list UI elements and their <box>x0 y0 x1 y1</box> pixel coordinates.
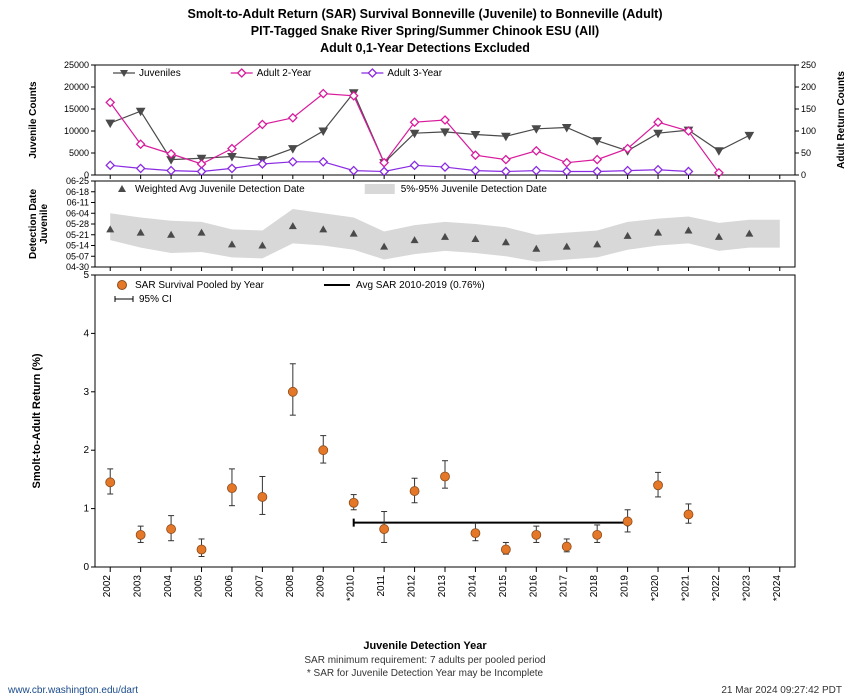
svg-text:2016: 2016 <box>528 574 539 597</box>
svg-text:05-21: 05-21 <box>66 229 89 239</box>
svg-text:25000: 25000 <box>64 60 89 70</box>
title-line-3: Adult 0,1-Year Detections Excluded <box>0 40 850 57</box>
svg-text:2009: 2009 <box>315 574 326 597</box>
svg-text:2008: 2008 <box>285 574 296 597</box>
footnote-1: SAR minimum requirement: 7 adults per po… <box>0 654 850 667</box>
svg-text:*2024: *2024 <box>772 574 783 601</box>
svg-text:2011: 2011 <box>376 574 387 596</box>
svg-text:95% CI: 95% CI <box>139 294 172 305</box>
svg-text:2004: 2004 <box>163 574 174 597</box>
svg-text:Juveniles: Juveniles <box>139 68 181 79</box>
svg-text:2013: 2013 <box>437 574 448 597</box>
svg-text:2007: 2007 <box>254 574 265 597</box>
svg-text:15000: 15000 <box>64 104 89 114</box>
svg-text:150: 150 <box>801 104 816 114</box>
footer-right: 21 Mar 2024 09:27:42 PDT <box>721 685 842 696</box>
svg-text:2006: 2006 <box>224 574 235 597</box>
svg-text:*2021: *2021 <box>680 574 691 601</box>
svg-text:*2020: *2020 <box>650 574 661 601</box>
svg-text:2003: 2003 <box>133 574 144 597</box>
footer-notes: SAR minimum requirement: 7 adults per po… <box>0 654 850 680</box>
svg-text:05-28: 05-28 <box>66 219 89 229</box>
svg-text:3: 3 <box>83 386 89 397</box>
svg-text:5: 5 <box>83 270 89 281</box>
svg-text:2012: 2012 <box>407 574 418 597</box>
svg-text:20000: 20000 <box>64 82 89 92</box>
svg-text:200: 200 <box>801 82 816 92</box>
svg-text:*2010: *2010 <box>346 574 357 601</box>
svg-text:Adult Return Counts: Adult Return Counts <box>836 70 847 168</box>
svg-text:10000: 10000 <box>64 126 89 136</box>
svg-text:*2022: *2022 <box>711 574 722 601</box>
footnote-2: * SAR for Juvenile Detection Year may be… <box>0 667 850 680</box>
svg-text:1: 1 <box>83 503 89 514</box>
svg-text:*2023: *2023 <box>741 574 752 601</box>
footer-left: www.cbr.washington.edu/dart <box>8 685 138 696</box>
svg-text:05-14: 05-14 <box>66 240 89 250</box>
svg-text:Juvenile: Juvenile <box>39 203 50 243</box>
svg-text:2: 2 <box>83 445 89 456</box>
svg-text:05-07: 05-07 <box>66 251 89 261</box>
title-line-2: PIT-Tagged Snake River Spring/Summer Chi… <box>0 23 850 40</box>
svg-text:100: 100 <box>801 126 816 136</box>
svg-text:06-11: 06-11 <box>67 197 89 207</box>
chart-container: Smolt-to-Adult Return (SAR) Survival Bon… <box>0 0 850 700</box>
title-line-1: Smolt-to-Adult Return (SAR) Survival Bon… <box>0 6 850 23</box>
svg-text:0: 0 <box>801 170 806 180</box>
chart-svg: 0500010000150002000025000050100150200250… <box>0 57 850 647</box>
svg-text:2014: 2014 <box>467 574 478 597</box>
svg-text:06-04: 06-04 <box>66 208 89 218</box>
svg-text:2005: 2005 <box>194 574 205 597</box>
svg-text:2002: 2002 <box>102 574 113 597</box>
svg-text:Smolt-to-Adult Return (%): Smolt-to-Adult Return (%) <box>31 353 43 488</box>
svg-text:2017: 2017 <box>559 574 570 597</box>
svg-text:SAR Survival Pooled by Year: SAR Survival Pooled by Year <box>135 280 265 291</box>
svg-text:06-25: 06-25 <box>66 176 89 186</box>
svg-text:5%-95% Juvenile Detection Date: 5%-95% Juvenile Detection Date <box>401 184 548 195</box>
svg-text:Weighted Avg Juvenile Detectio: Weighted Avg Juvenile Detection Date <box>135 184 305 195</box>
chart-title: Smolt-to-Adult Return (SAR) Survival Bon… <box>0 0 850 57</box>
svg-text:Adult 2-Year: Adult 2-Year <box>257 68 312 79</box>
svg-text:50: 50 <box>801 148 811 158</box>
svg-text:0: 0 <box>83 562 89 573</box>
svg-text:Adult 3-Year: Adult 3-Year <box>387 68 442 79</box>
svg-text:2019: 2019 <box>620 574 631 597</box>
svg-text:06-18: 06-18 <box>66 186 89 196</box>
x-axis-label: Juvenile Detection Year <box>0 640 850 652</box>
svg-text:5000: 5000 <box>69 148 89 158</box>
svg-text:Juvenile Counts: Juvenile Counts <box>28 81 39 159</box>
svg-text:Avg SAR 2010-2019 (0.76%): Avg SAR 2010-2019 (0.76%) <box>356 280 485 291</box>
svg-text:250: 250 <box>801 60 816 70</box>
svg-text:2018: 2018 <box>589 574 600 597</box>
svg-text:4: 4 <box>83 328 89 339</box>
svg-text:2015: 2015 <box>498 574 509 597</box>
svg-text:Detection Date: Detection Date <box>28 188 39 258</box>
